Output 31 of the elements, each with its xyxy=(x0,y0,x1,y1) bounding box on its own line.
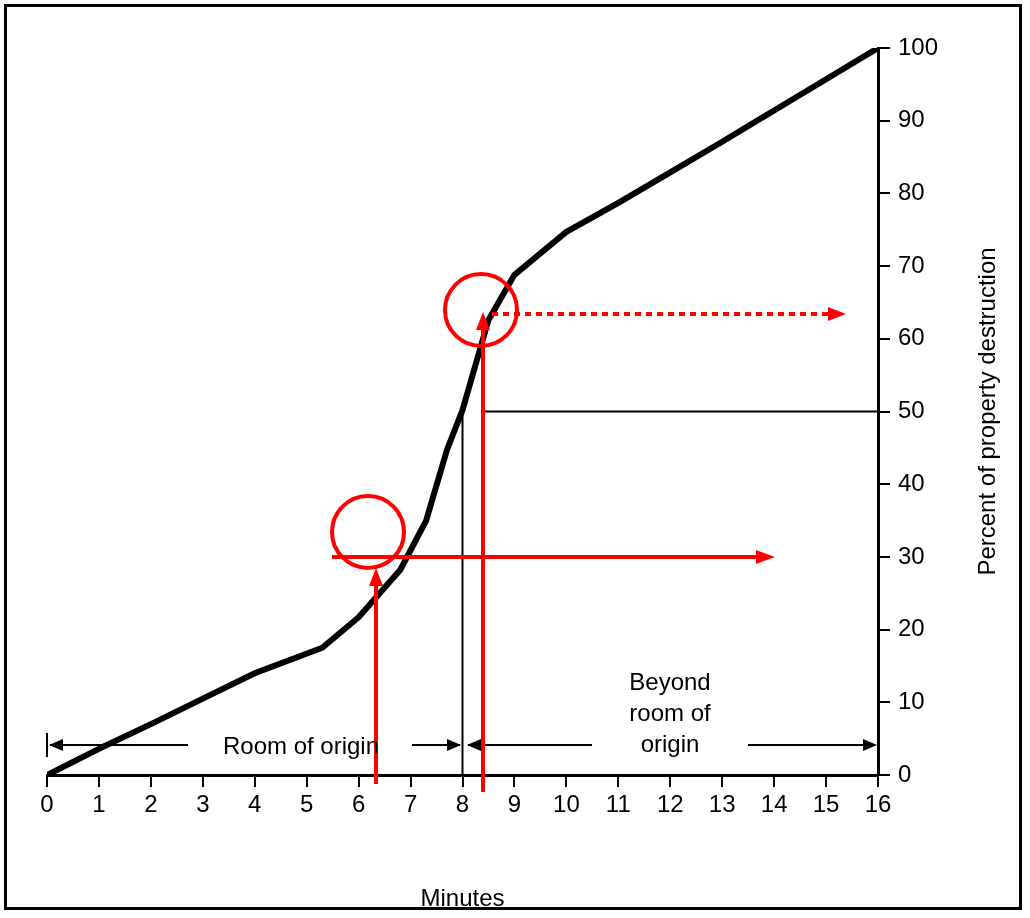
x-tick-label: 15 xyxy=(812,790,840,818)
x-tick-label: 0 xyxy=(40,790,54,818)
y-tick-label: 70 xyxy=(898,250,925,278)
x-tick-label: 5 xyxy=(300,790,314,818)
x-tick-label: 16 xyxy=(864,790,892,818)
y-tick-label: 20 xyxy=(898,614,925,642)
y-tick-label: 0 xyxy=(898,759,912,787)
x-tick-label: 3 xyxy=(196,790,210,818)
x-tick-label: 12 xyxy=(656,790,684,818)
y-tick-label: 90 xyxy=(898,105,925,133)
x-tick-label: 10 xyxy=(553,790,580,818)
x-tick-label: 4 xyxy=(248,790,262,818)
x-tick-label: 1 xyxy=(92,790,106,818)
x-tick-label: 14 xyxy=(760,790,788,818)
y-tick-label: 50 xyxy=(898,396,925,424)
y-tick-label: 100 xyxy=(898,32,939,60)
x-axis-title: Minutes xyxy=(420,884,505,912)
y-axis-title: Percent of property destruction xyxy=(972,247,1000,576)
x-tick-label: 9 xyxy=(507,790,522,818)
y-tick-label: 40 xyxy=(898,468,925,496)
annotation: Beyond room of origin xyxy=(628,667,712,759)
x-tick-label: 7 xyxy=(403,790,418,818)
x-tick-label: 6 xyxy=(351,790,366,818)
y-tick-label: 60 xyxy=(898,323,925,351)
x-tick-label: 11 xyxy=(605,790,631,818)
y-tick-label: 30 xyxy=(898,541,925,569)
x-tick-label: 13 xyxy=(708,790,736,818)
x-tick-label: 8 xyxy=(455,790,470,818)
y-tick-label: 10 xyxy=(898,686,925,714)
y-tick-label: 80 xyxy=(898,178,925,206)
x-tick-label: 2 xyxy=(144,790,158,818)
